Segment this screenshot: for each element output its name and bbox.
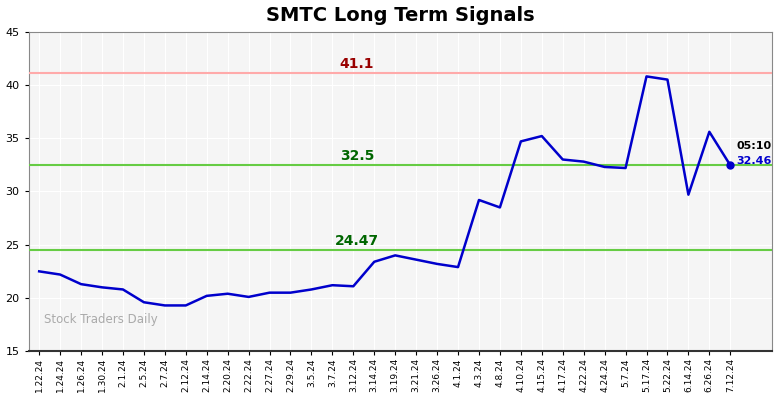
Text: 32.5: 32.5 [340, 148, 374, 162]
Text: 41.1: 41.1 [339, 57, 374, 71]
Title: SMTC Long Term Signals: SMTC Long Term Signals [266, 6, 535, 25]
Text: Stock Traders Daily: Stock Traders Daily [44, 313, 158, 326]
Text: 24.47: 24.47 [335, 234, 379, 248]
Text: 05:10: 05:10 [736, 141, 771, 151]
Text: 32.46: 32.46 [736, 156, 772, 166]
